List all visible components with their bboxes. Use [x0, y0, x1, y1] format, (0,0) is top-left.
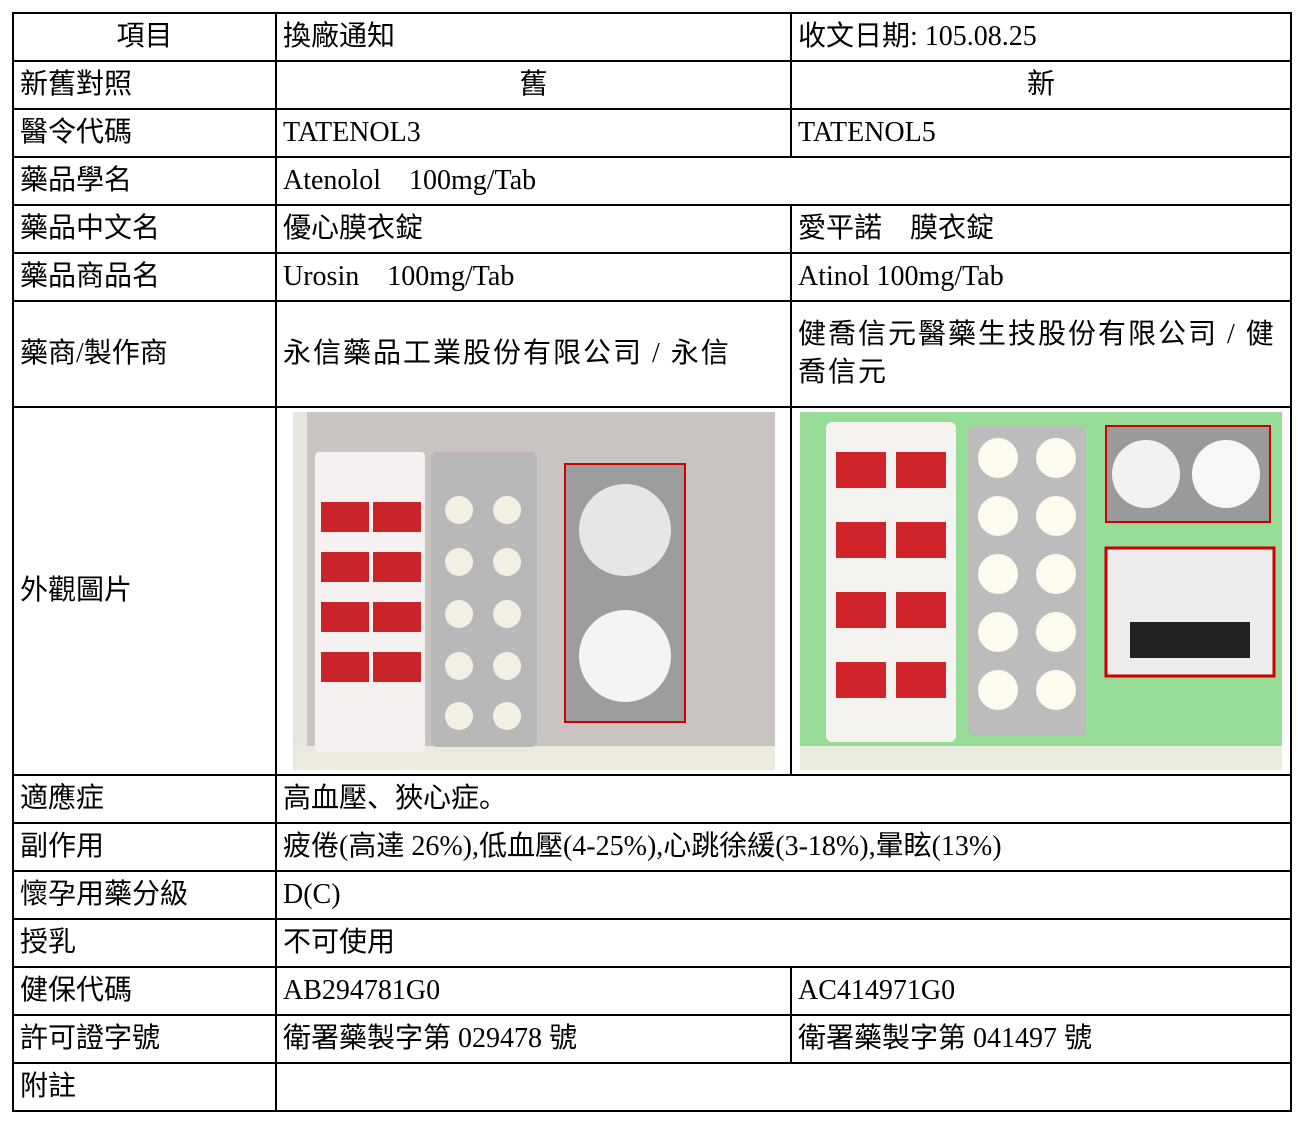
row: 副作用 疲倦(高達 26%),低血壓(4-25%),心跳徐緩(3-18%),暈眩(… [12, 822, 1292, 872]
cell: 藥商/製作商 [12, 300, 277, 408]
cell: 藥品學名 [12, 156, 277, 206]
cell: 附註 [12, 1062, 277, 1112]
cell: 衛署藥製字第 041497 號 [790, 1014, 1292, 1064]
new-drug-photo [800, 412, 1282, 770]
row: 項目 換廠通知 收文日期: 105.08.25 [12, 12, 1292, 62]
row: 適應症 高血壓、狹心症。 [12, 774, 1292, 824]
row: 健保代碼 AB294781G0 AC414971G0 [12, 966, 1292, 1016]
cell: 舊 [275, 60, 792, 110]
cell: 新舊對照 [12, 60, 277, 110]
cell: 藥品中文名 [12, 204, 277, 254]
cell: 愛平諾 膜衣錠 [790, 204, 1292, 254]
row: 藥品學名 Atenolol 100mg/Tab [12, 156, 1292, 206]
cell: 藥品商品名 [12, 252, 277, 302]
cell: 優心膜衣錠 [275, 204, 792, 254]
cell: Atenolol 100mg/Tab [275, 156, 1292, 206]
row: 懷孕用藥分級 D(C) [12, 870, 1292, 920]
cell [790, 406, 1292, 776]
cell: 高血壓、狹心症。 [275, 774, 1292, 824]
row: 藥品中文名 優心膜衣錠 愛平諾 膜衣錠 [12, 204, 1292, 254]
row: 授乳 不可使用 [12, 918, 1292, 968]
cell: 健保代碼 [12, 966, 277, 1016]
old-drug-photo [292, 412, 775, 770]
row: 附註 [12, 1062, 1292, 1112]
cell: Atinol 100mg/Tab [790, 252, 1292, 302]
cell: 懷孕用藥分級 [12, 870, 277, 920]
row: 藥商/製作商 永信藥品工業股份有限公司 / 永信 健喬信元醫藥生技股份有限公司 / … [12, 300, 1292, 408]
cell: 授乳 [12, 918, 277, 968]
row: 許可證字號 衛署藥製字第 029478 號衛署藥製字第 041497 號 [12, 1014, 1292, 1064]
cell: 疲倦(高達 26%),低血壓(4-25%),心跳徐緩(3-18%),暈眩(13%… [275, 822, 1292, 872]
cell: 外觀圖片 [12, 406, 277, 776]
cell: TATENOL3 [275, 108, 792, 158]
cell: 適應症 [12, 774, 277, 824]
drug-table: 項目 換廠通知 收文日期: 105.08.25 新舊對照舊新 醫令代碼 TATENOL… [12, 12, 1292, 1112]
cell: 不可使用 [275, 918, 1292, 968]
cell: Urosin 100mg/Tab [275, 252, 792, 302]
cell: 衛署藥製字第 029478 號 [275, 1014, 792, 1064]
row: 醫令代碼 TATENOL3 TATENOL5 [12, 108, 1292, 158]
cell [275, 1062, 1292, 1112]
cell: AB294781G0 [275, 966, 792, 1016]
cell [275, 406, 792, 776]
cell: 醫令代碼 [12, 108, 277, 158]
cell: 永信藥品工業股份有限公司 / 永信 [275, 300, 792, 408]
row: 外觀圖片 [12, 406, 1292, 776]
cell: AC414971G0 [790, 966, 1292, 1016]
cell: 項目 [12, 12, 277, 62]
cell: 收文日期: 105.08.25 [790, 12, 1292, 62]
cell: 新 [790, 60, 1292, 110]
cell: 換廠通知 [275, 12, 792, 62]
row: 藥品商品名 Urosin 100mg/Tab Atinol 100mg/Tab [12, 252, 1292, 302]
cell: 健喬信元醫藥生技股份有限公司 / 健喬信元 [790, 300, 1292, 408]
cell: D(C) [275, 870, 1292, 920]
cell: 許可證字號 [12, 1014, 277, 1064]
cell: TATENOL5 [790, 108, 1292, 158]
cell: 副作用 [12, 822, 277, 872]
row: 新舊對照舊新 [12, 60, 1292, 110]
